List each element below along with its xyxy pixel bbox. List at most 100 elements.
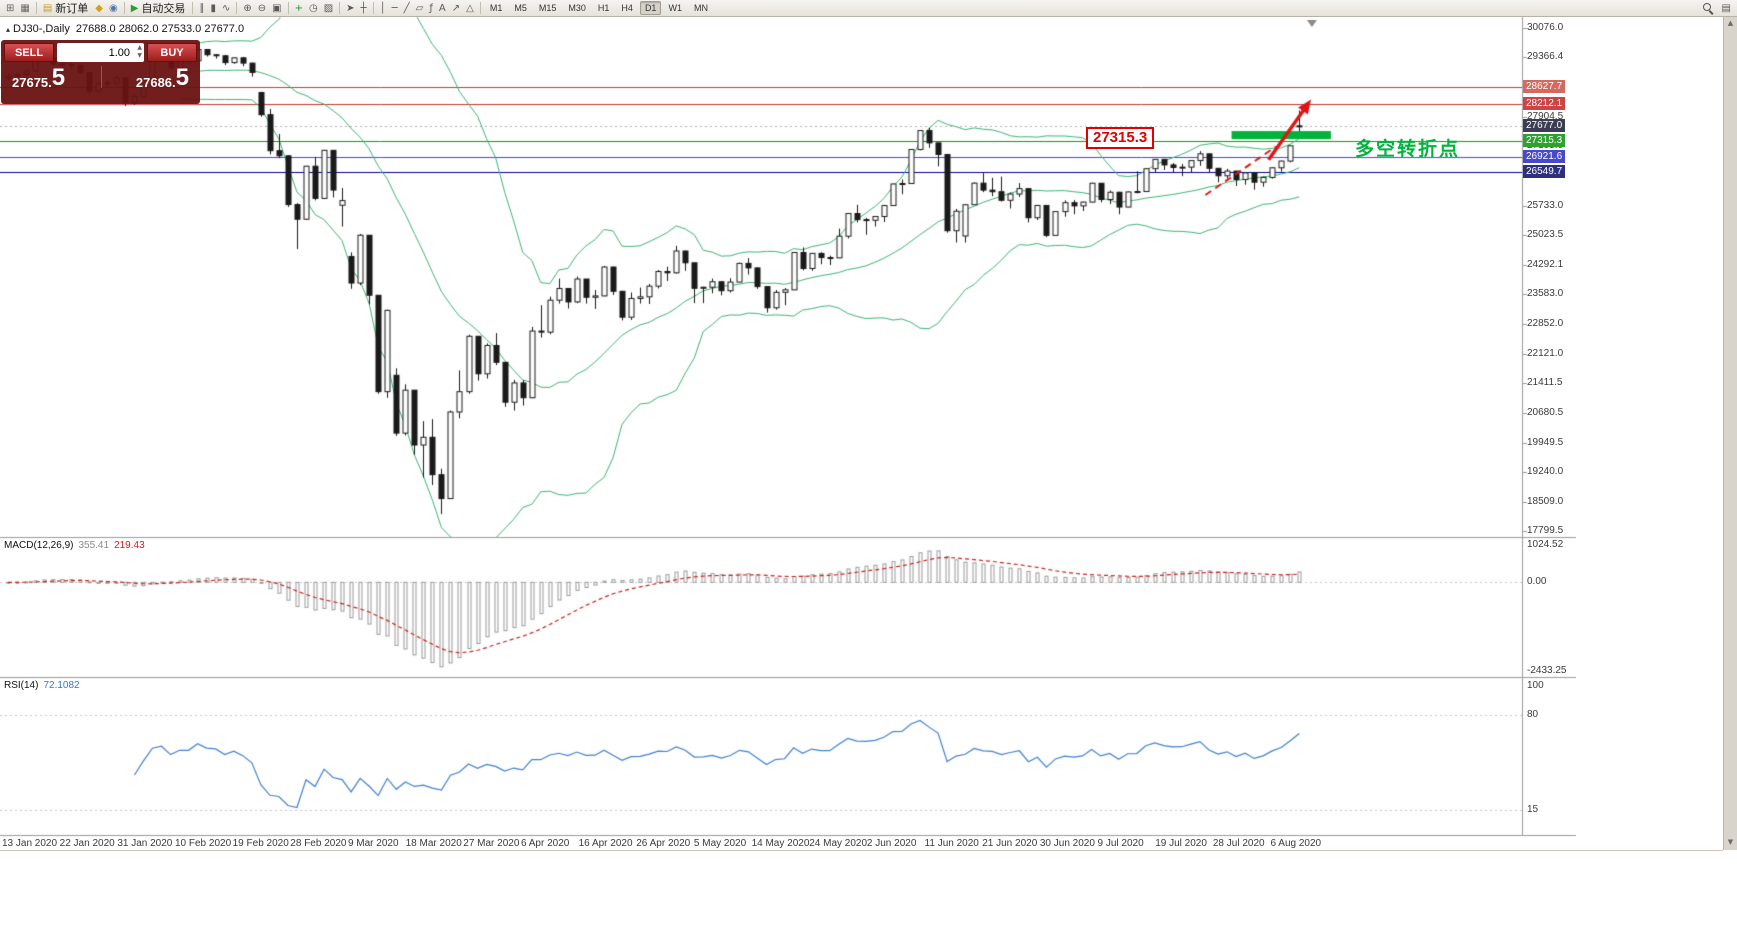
date-label: 28 Feb 2020 — [290, 838, 347, 849]
profiles-icon[interactable]: ▦ — [17, 1, 32, 16]
vertical-scrollbar[interactable] — [1723, 17, 1737, 850]
price-axis-label: 25733.0 — [1527, 199, 1564, 211]
macd-signal-value: 219.43 — [114, 540, 145, 551]
date-label: 11 Jun 2020 — [924, 838, 979, 849]
new-chart-icon[interactable]: ⊞ — [3, 1, 17, 16]
toolbar-separator — [339, 2, 341, 14]
spinner-up-icon[interactable]: ▲ — [137, 44, 142, 51]
new-order-icon: ▤ — [42, 2, 53, 14]
sell-button[interactable]: SELL — [4, 43, 54, 62]
zoom-out-icon[interactable]: ⊖ — [255, 1, 269, 16]
spinner-down-icon[interactable]: ▼ — [137, 52, 142, 59]
date-label: 9 Mar 2020 — [347, 838, 399, 849]
candles-chart-icon: ▮ — [210, 2, 216, 14]
horizontal-line-icon: ─ — [391, 2, 398, 14]
price-axis-label: 22121.0 — [1527, 347, 1564, 359]
community-icon[interactable]: ▤ — [1719, 1, 1734, 16]
navigator-icon: ◉ — [109, 2, 118, 14]
timeframe-m15[interactable]: M15 — [538, 3, 557, 13]
tile-windows-icon: ▣ — [272, 2, 282, 14]
channel-icon[interactable]: ▱ — [413, 1, 427, 16]
timeframe-m1[interactable]: M1 — [489, 3, 503, 13]
text-icon: A — [438, 2, 446, 14]
support-price-label[interactable]: 27315.3 — [1086, 127, 1155, 149]
buy-button[interactable]: BUY — [147, 43, 197, 62]
scrollbar-down-icon[interactable]: ▼ — [1727, 838, 1734, 846]
rsi-axis-label: 100 — [1527, 680, 1544, 691]
timeframe-group: M1 M5 M15 M30 H1 H4 D1 W1 MN — [484, 0, 714, 16]
toolbar-left-group: ⊞ ▦ ▤ 新订单 ◆ ◉ ▶ 自动交易 ∥ ▮ ∿ ⊕ ⊖ ▣ + ◷ ▨ ➤ ┼ │ ─ ╱ ▱ ƒ A ↗ △ — [3, 0, 484, 16]
timeframe-w1[interactable]: W1 — [668, 3, 682, 13]
date-label: 31 Jan 2020 — [117, 838, 173, 849]
scrollbar-up-icon[interactable]: ▲ — [1727, 19, 1734, 27]
auto-trading-icon: ▶ — [130, 2, 139, 14]
new-chart-icon: ⊞ — [6, 2, 15, 14]
volume-input[interactable]: 1.00 ▲ ▼ — [57, 43, 144, 62]
horizontal-line-icon[interactable]: ─ — [389, 1, 401, 16]
buy-price: 27686. 5 — [135, 64, 189, 91]
auto-trading-button[interactable]: ▶ 自动交易 — [128, 1, 190, 16]
timeframe-h1[interactable]: H1 — [597, 3, 610, 13]
date-label: 9 Jul 2020 — [1097, 838, 1144, 849]
indicators-icon[interactable]: + — [292, 1, 306, 16]
new-order-button[interactable]: ▤ 新订单 — [40, 1, 92, 16]
cursor-icon[interactable]: ➤ — [343, 1, 357, 16]
rsi-indicator-label: RSI(14) 72.1082 — [4, 680, 80, 691]
date-label: 13 Jan 2020 — [2, 838, 58, 849]
text-icon[interactable]: A — [436, 1, 449, 16]
community-icon: ▤ — [1721, 2, 1731, 14]
trendline-icon[interactable]: ╱ — [401, 1, 413, 16]
bars-chart-icon: ∥ — [199, 2, 205, 14]
period-icon[interactable]: ◷ — [306, 1, 321, 16]
price-axis-label: 21411.5 — [1527, 377, 1563, 388]
toolbar-separator — [236, 2, 238, 14]
date-label: 6 Aug 2020 — [1270, 838, 1322, 849]
timeframe-d1[interactable]: D1 — [639, 1, 662, 15]
toolbar-right-group: ▤ — [1698, 0, 1734, 16]
price-tag: 26549.7 — [1523, 165, 1566, 179]
period-icon: ◷ — [308, 2, 318, 14]
volume-spinner[interactable]: ▲ ▼ — [137, 44, 142, 60]
date-label: 2 Jun 2020 — [866, 838, 917, 849]
timeframe-m5[interactable]: M5 — [514, 3, 527, 13]
crosshair-icon[interactable]: ┼ — [358, 1, 370, 16]
price-axis-label: 20680.5 — [1527, 406, 1564, 418]
price-axis-label: 19240.0 — [1527, 465, 1564, 477]
rsi-name: RSI(14) — [4, 680, 39, 691]
price-axis-label: 29366.4 — [1527, 51, 1564, 63]
price-axis-label: 19949.5 — [1527, 436, 1564, 448]
sell-price: 27675. 5 — [12, 64, 66, 91]
timeframe-mn[interactable]: MN — [693, 3, 708, 13]
date-label: 18 Mar 2020 — [405, 838, 462, 849]
date-label: 22 Jan 2020 — [59, 838, 115, 849]
templates-icon[interactable]: ▨ — [321, 1, 336, 16]
price-axis-label: 25023.5 — [1527, 229, 1564, 240]
date-label: 14 May 2020 — [751, 838, 810, 849]
zoom-in-icon[interactable]: ⊕ — [240, 1, 254, 16]
date-label: 30 Jun 2020 — [1039, 838, 1095, 849]
navigator-icon[interactable]: ◉ — [106, 1, 121, 16]
fibonacci-icon[interactable]: ƒ — [426, 1, 436, 16]
chart-collapse-icon[interactable]: ▴ — [6, 25, 11, 34]
templates-icon: ▨ — [323, 2, 334, 14]
magnifier-icon — [1702, 2, 1714, 14]
price-axis-label: 18509.0 — [1527, 495, 1564, 507]
price-tag: 28212.1 — [1523, 97, 1566, 111]
timeframe-h4[interactable]: H4 — [621, 3, 633, 13]
turning-point-text[interactable]: 多空转折点 — [1355, 139, 1461, 160]
line-chart-icon[interactable]: ∿ — [219, 1, 233, 16]
price-axis-label: 24292.1 — [1527, 258, 1564, 270]
vertical-line-icon[interactable]: │ — [377, 1, 389, 16]
symbol-search-icon[interactable] — [1698, 1, 1719, 16]
zoom-out-icon: ⊖ — [257, 2, 267, 14]
toolbar: ⊞ ▦ ▤ 新订单 ◆ ◉ ▶ 自动交易 ∥ ▮ ∿ ⊕ ⊖ ▣ + ◷ ▨ ➤ ┼ │ ─ ╱ ▱ ƒ A ↗ △ M1 M5 M15… — [0, 0, 1737, 17]
candles-chart-icon[interactable]: ▮ — [207, 1, 219, 16]
market-watch-icon[interactable]: ◆ — [92, 1, 106, 16]
shapes-icon[interactable]: △ — [463, 1, 477, 16]
arrows-icon[interactable]: ↗ — [449, 1, 463, 16]
tile-windows-icon[interactable]: ▣ — [269, 1, 284, 16]
bars-chart-icon[interactable]: ∥ — [196, 1, 207, 16]
timeframe-m30[interactable]: M30 — [568, 3, 586, 13]
